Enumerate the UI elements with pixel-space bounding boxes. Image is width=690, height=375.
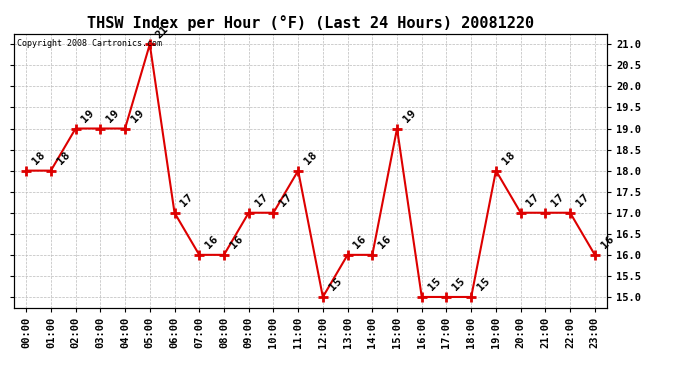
Text: 17: 17: [549, 192, 566, 208]
Text: 15: 15: [327, 276, 344, 293]
Text: 17: 17: [253, 192, 270, 208]
Text: 18: 18: [30, 150, 47, 166]
Text: 17: 17: [574, 192, 591, 208]
Text: 19: 19: [129, 108, 146, 124]
Text: 18: 18: [500, 150, 517, 166]
Text: 19: 19: [104, 108, 121, 124]
Text: 18: 18: [302, 150, 319, 166]
Text: 17: 17: [525, 192, 542, 208]
Text: 16: 16: [228, 234, 245, 251]
Text: 16: 16: [377, 234, 393, 251]
Text: 16: 16: [204, 234, 220, 251]
Text: 15: 15: [426, 276, 442, 293]
Text: Copyright 2008 Cartronics.com: Copyright 2008 Cartronics.com: [17, 39, 161, 48]
Text: 15: 15: [451, 276, 467, 293]
Text: 17: 17: [179, 192, 195, 208]
Text: 15: 15: [475, 276, 492, 293]
Text: 17: 17: [277, 192, 294, 208]
Text: 19: 19: [401, 108, 418, 124]
Title: THSW Index per Hour (°F) (Last 24 Hours) 20081220: THSW Index per Hour (°F) (Last 24 Hours)…: [87, 15, 534, 31]
Text: 21: 21: [154, 24, 170, 40]
Text: 16: 16: [352, 234, 368, 251]
Text: 16: 16: [599, 234, 615, 251]
Text: 18: 18: [55, 150, 72, 166]
Text: 19: 19: [80, 108, 97, 124]
